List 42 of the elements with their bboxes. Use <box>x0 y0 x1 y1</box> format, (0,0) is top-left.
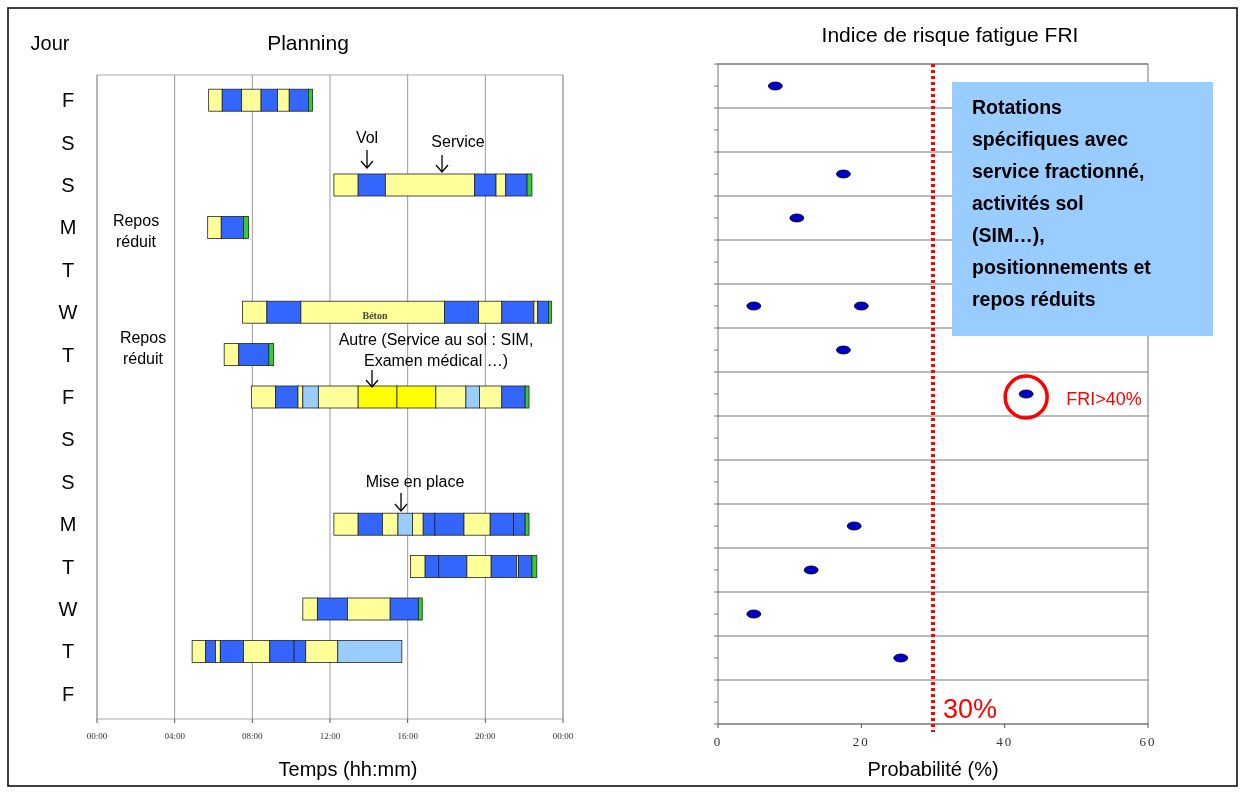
y-tick-label: W <box>58 598 78 620</box>
x-tick-label: 04:00 <box>164 731 186 741</box>
x-tick-label: 16:00 <box>397 731 419 741</box>
annotation: FRI>40% <box>1066 389 1142 409</box>
y-tick-label: F <box>61 682 75 705</box>
y-tick-label: M <box>59 513 77 536</box>
y-tick-label: S <box>61 470 75 493</box>
y-tick-label: M <box>59 216 77 239</box>
annotation: Mise en place <box>365 473 465 490</box>
y-tick-label: T <box>61 555 75 578</box>
x-tick-label: 00:00 <box>86 731 108 741</box>
x-axis-title: Temps (hh:mm) <box>278 758 418 780</box>
x-axis-title: Probabilité (%) <box>867 758 999 780</box>
chart-title: Planning <box>267 31 349 54</box>
annotation: Service <box>431 133 485 150</box>
x-tick-label: 20 <box>852 734 870 749</box>
x-tick-label: 20:00 <box>475 731 497 741</box>
annotation: Vol <box>355 129 379 146</box>
x-tick-label: 12:00 <box>319 731 341 741</box>
annotation: Rotations spécifiques avec service fractionné, activités sol (SIM…), positionnements et repos réduits <box>972 96 1152 310</box>
annotation: Repos réduit <box>119 329 167 367</box>
y-tick-label: T <box>61 258 75 281</box>
annotation: Béton <box>362 310 388 321</box>
annotation: Autre (Service au sol : SIM, Examen médical …) <box>338 331 534 369</box>
y-tick-label: T <box>61 640 75 663</box>
bar <box>517 555 533 578</box>
y-tick-label: S <box>61 174 75 196</box>
x-tick-label: 40 <box>996 734 1014 749</box>
chart-title: Indice de risque fatigue FRI <box>821 23 1079 46</box>
y-axis-title: Jour <box>30 32 70 54</box>
y-tick-label: S <box>61 428 75 451</box>
y-tick-label: F <box>61 89 75 112</box>
y-tick-label: W <box>58 301 78 324</box>
y-tick-label: T <box>61 343 75 366</box>
x-tick-label: 08:00 <box>242 731 264 741</box>
y-tick-label: S <box>61 131 75 154</box>
annotation: Repos réduit <box>112 212 160 250</box>
x-tick-label: 0 <box>713 734 723 749</box>
x-tick-label: 00:00 <box>552 731 574 741</box>
x-tick-label: 60 <box>1139 734 1157 749</box>
y-tick-label: F <box>61 386 75 408</box>
ref-line-label: 30% <box>943 694 998 724</box>
